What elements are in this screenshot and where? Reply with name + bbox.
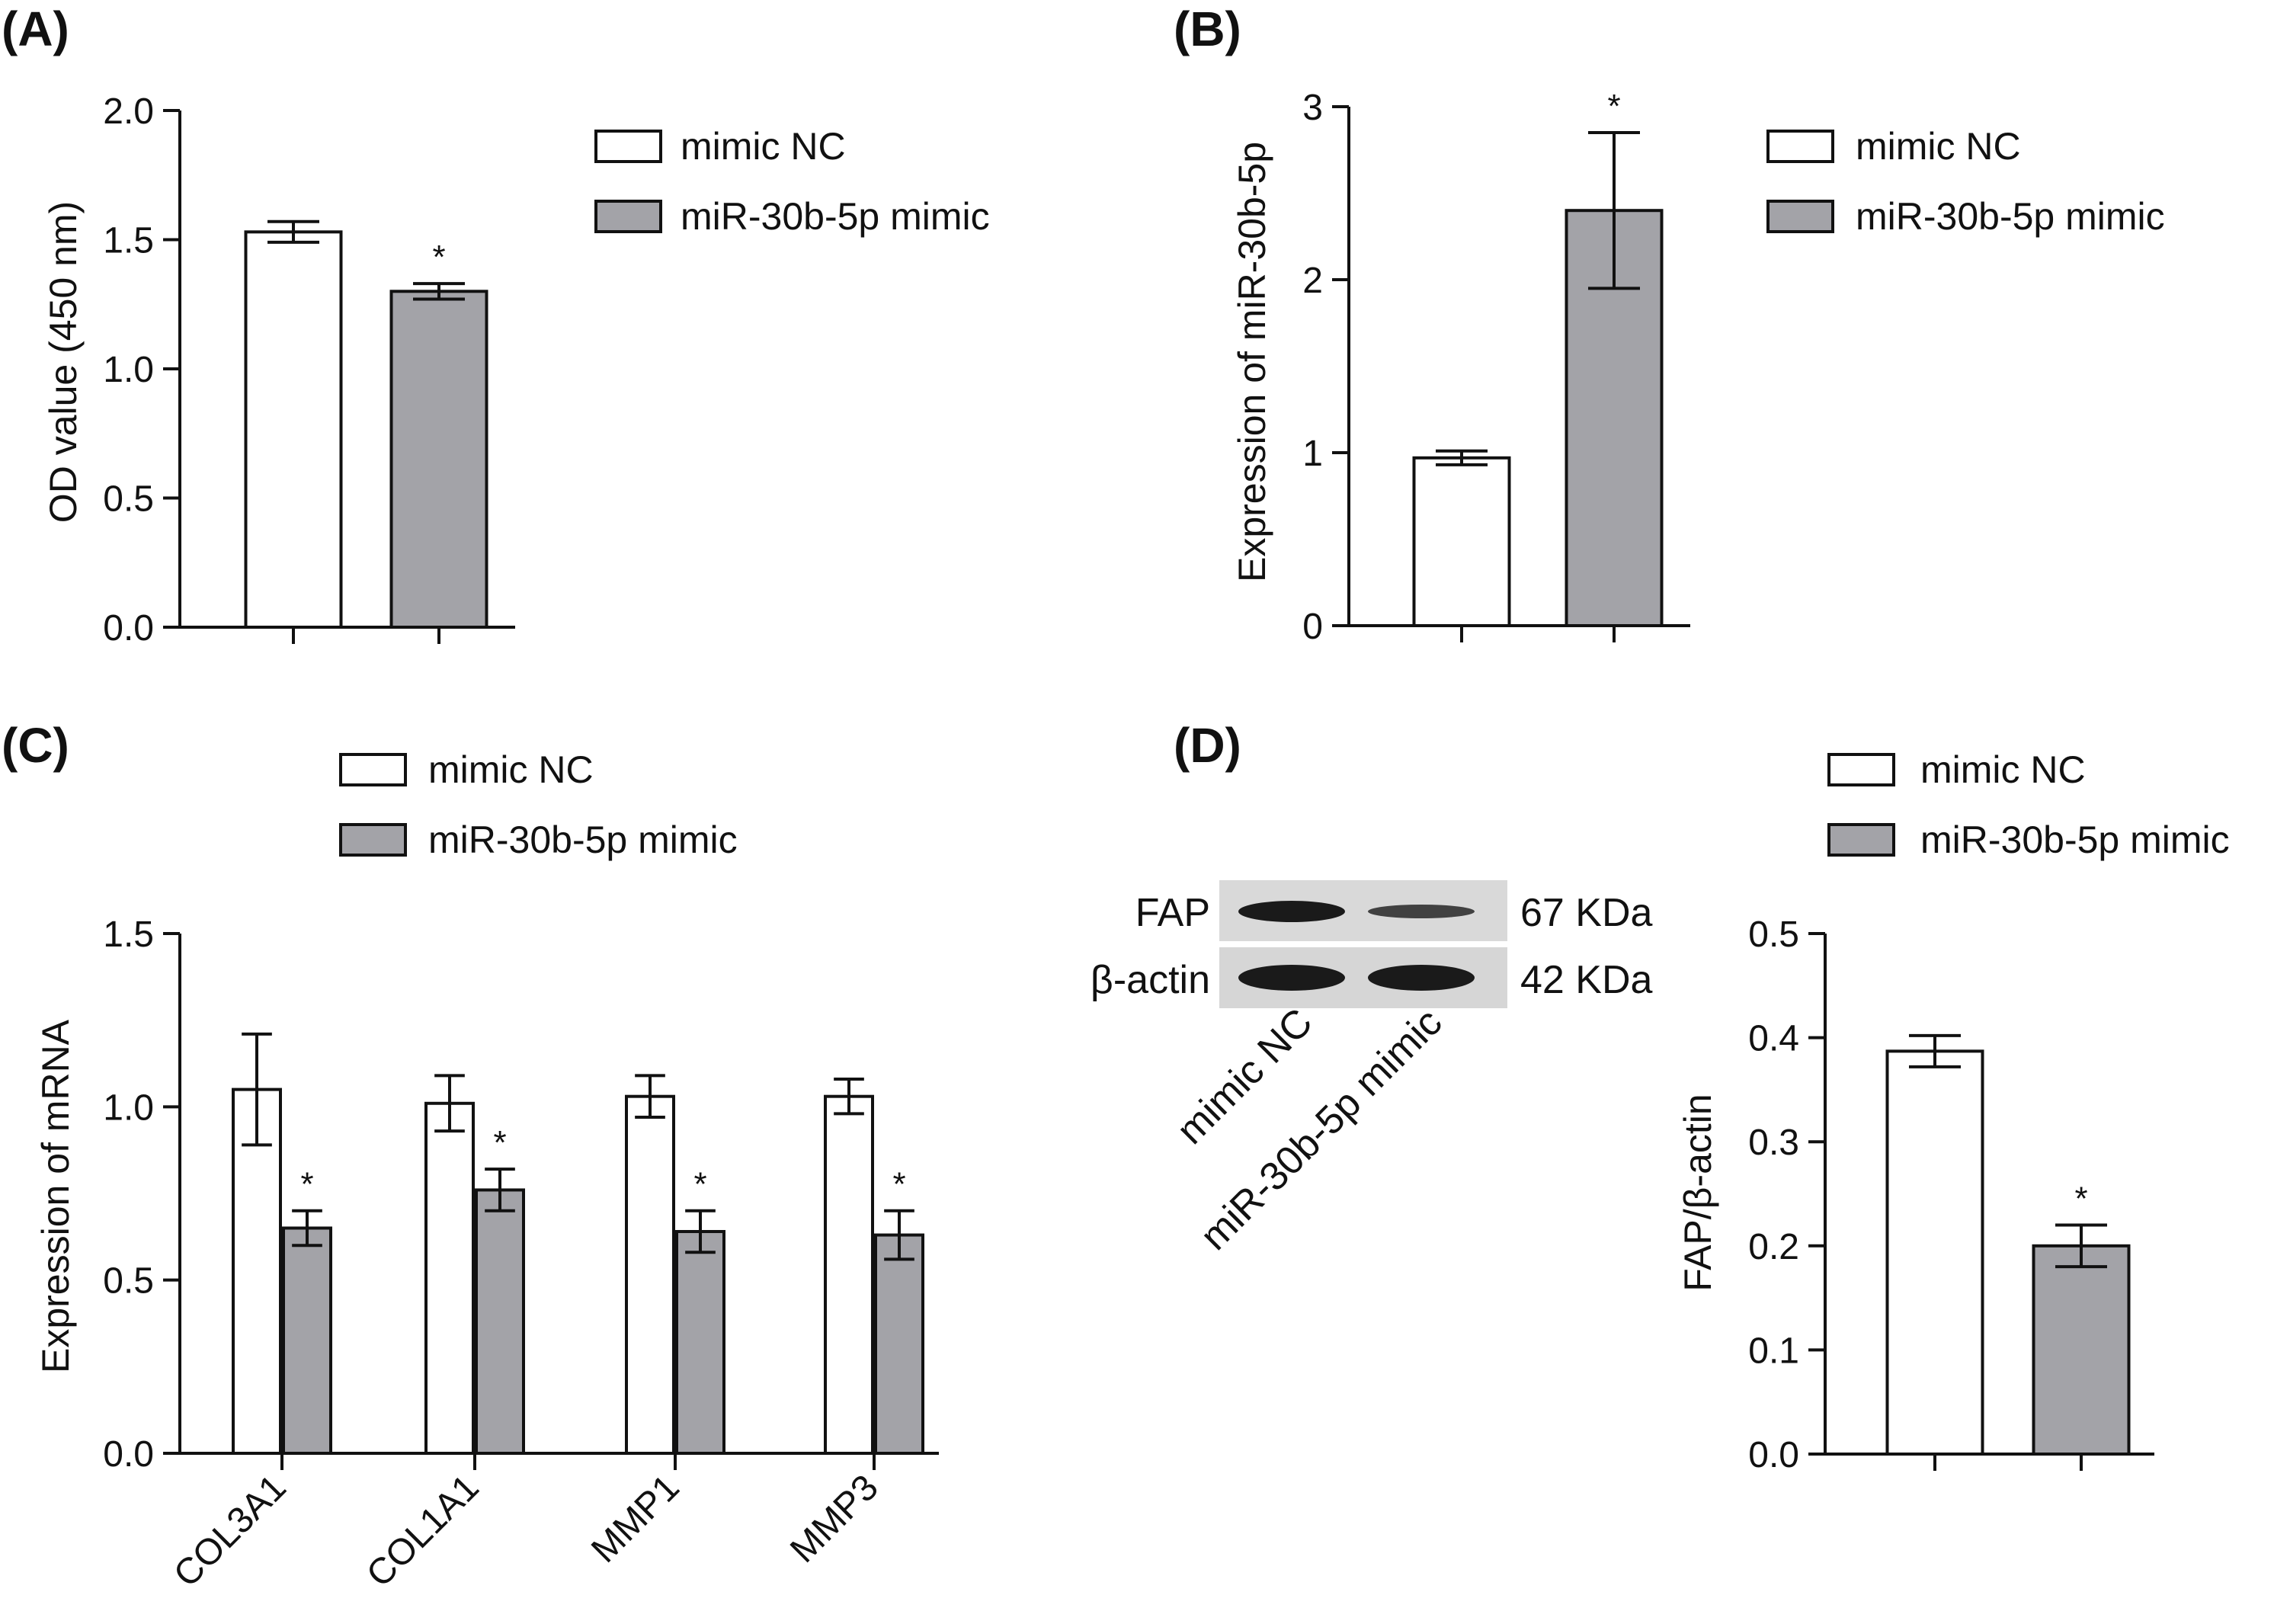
blot-size-actin: 42 KDa xyxy=(1520,958,1653,1002)
panel-c-plot: 0.0 0.5 1.0 1.5 * COL3A1 * COL1A1 * MMP1 * MMP3 xyxy=(103,915,939,1595)
band-fap-mimic-nc xyxy=(1238,901,1345,922)
panel-b-legend: mimic NC miR-30b-5p mimic xyxy=(1766,125,2165,238)
bar-col3a1-mir-30b-5p-mimic xyxy=(282,1226,332,1455)
blot-protein-fap: FAP xyxy=(1135,891,1210,935)
blot-size-fap: 67 KDa xyxy=(1520,891,1653,935)
legend-swatch-mir-mimic xyxy=(1827,823,1895,857)
bar-col1a1-mir-30b-5p-mimic xyxy=(475,1188,525,1456)
y-tick-label: 0.5 xyxy=(103,1261,154,1302)
legend-label-mir-mimic: miR-30b-5p mimic xyxy=(1856,195,2165,238)
bar-mimic-nc xyxy=(1885,1049,1984,1456)
panel-b-label: (B) xyxy=(1174,2,1241,56)
y-tick-label: 2 xyxy=(1302,261,1323,301)
y-tick-label: 0.0 xyxy=(103,608,154,649)
significance-star: * xyxy=(432,239,445,276)
bar-mimic-nc xyxy=(244,230,343,629)
blot-lane-label-mir-mimic: miR-30b-5p mimic xyxy=(1192,1000,1450,1258)
western-blot: FAP β-actin 67 KDa 42 KDa mimic NC miR-3… xyxy=(1091,880,1653,1259)
bar-mimic-nc xyxy=(1412,456,1511,627)
legend-swatch-mir-mimic xyxy=(1766,200,1834,233)
legend-label-mimic-nc: mimic NC xyxy=(1920,748,2086,791)
legend-swatch-mir-mimic xyxy=(594,200,662,233)
significance-star: * xyxy=(2074,1180,2087,1217)
panel-d-label: (D) xyxy=(1174,718,1241,773)
y-tick-label: 1.0 xyxy=(103,350,154,390)
legend-label-mimic-nc: mimic NC xyxy=(681,125,846,168)
panel-a: (A) OD value (450 nm) 0.0 0.5 1.0 1.5 2.0 * m… xyxy=(2,2,990,649)
panel-d-legend: mimic NC miR-30b-5p mimic xyxy=(1827,748,2230,861)
panel-b-ylabel: Expression of miR-30b-5p xyxy=(1231,142,1273,582)
panel-a-legend: mimic NC miR-30b-5p mimic xyxy=(594,125,990,238)
panel-c-ylabel: Expression of mRNA xyxy=(34,1019,77,1373)
x-tick-label-col1a1: COL1A1 xyxy=(359,1467,487,1595)
x-tick-label-col3a1: COL3A1 xyxy=(166,1467,294,1595)
band-fap-mir-30b-5p-mimic xyxy=(1368,904,1475,919)
legend-label-mir-mimic: miR-30b-5p mimic xyxy=(428,818,738,861)
y-tick-label: 3 xyxy=(1302,88,1323,128)
x-tick-label-mmp3: MMP3 xyxy=(783,1467,886,1571)
y-tick-label: 0.1 xyxy=(1748,1331,1799,1371)
y-tick-label: 0.5 xyxy=(103,479,154,520)
bar-col1a1-mimic-nc xyxy=(424,1101,475,1455)
panel-d-plot: 0.0 0.1 0.2 0.3 0.4 0.5 * xyxy=(1748,915,2154,1475)
band-actin-mir-30b-5p-mimic xyxy=(1368,965,1475,991)
legend-label-mimic-nc: mimic NC xyxy=(428,748,594,791)
legend-swatch-mimic-nc xyxy=(1827,753,1895,786)
bar-mmp1-mimic-nc xyxy=(625,1094,675,1456)
legend-label-mir-mimic: miR-30b-5p mimic xyxy=(1920,818,2230,861)
band-actin-mimic-nc xyxy=(1238,965,1345,991)
blot-bands xyxy=(1238,901,1475,991)
y-tick-label: 0.0 xyxy=(1748,1435,1799,1475)
panel-c: (C) Expression of mRNA 0.0 0.5 1.0 1.5 * COL3… xyxy=(2,718,939,1595)
significance-star: * xyxy=(300,1166,313,1203)
x-tick-label-mmp1: MMP1 xyxy=(584,1467,687,1571)
significance-star: * xyxy=(892,1166,905,1203)
significance-star: * xyxy=(493,1124,506,1161)
legend-swatch-mimic-nc xyxy=(594,130,662,163)
y-tick-label: 1.5 xyxy=(103,915,154,955)
y-tick-label: 0 xyxy=(1302,607,1323,647)
panel-c-label: (C) xyxy=(2,718,69,773)
bar-col3a1-mimic-nc xyxy=(232,1087,282,1455)
y-tick-label: 1 xyxy=(1302,434,1323,474)
bar-mmp1-mir-30b-5p-mimic xyxy=(675,1230,725,1455)
y-tick-label: 2.0 xyxy=(103,91,154,132)
significance-star: * xyxy=(1607,88,1620,125)
panel-d: (D) FAP β-actin 67 KDa 42 KDa mimic NC m… xyxy=(1091,718,2230,1475)
legend-swatch-mimic-nc xyxy=(339,753,407,786)
legend-label-mir-mimic: miR-30b-5p mimic xyxy=(681,195,990,238)
legend-label-mimic-nc: mimic NC xyxy=(1856,125,2021,168)
y-tick-label: 0.5 xyxy=(1748,915,1799,955)
legend-swatch-mimic-nc xyxy=(1766,130,1834,163)
panel-d-ylabel: FAP/β-actin xyxy=(1677,1094,1719,1291)
bar-mmp3-mir-30b-5p-mimic xyxy=(874,1233,924,1456)
panel-a-label: (A) xyxy=(2,2,69,56)
y-tick-label: 0.2 xyxy=(1748,1227,1799,1267)
legend-swatch-mir-mimic xyxy=(339,823,407,857)
bar-mir-30b-5p-mimic xyxy=(389,290,488,629)
panel-a-ylabel: OD value (450 nm) xyxy=(42,201,85,523)
bar-mir-30b-5p-mimic xyxy=(2032,1244,2131,1456)
y-tick-label: 1.5 xyxy=(103,221,154,261)
panel-c-legend: mimic NC miR-30b-5p mimic xyxy=(339,748,738,861)
y-tick-label: 0.4 xyxy=(1748,1019,1799,1059)
panel-b-plot: 0 1 2 3 * xyxy=(1302,88,1690,647)
significance-star: * xyxy=(693,1166,706,1203)
blot-protein-actin: β-actin xyxy=(1091,958,1210,1002)
bar-mmp3-mimic-nc xyxy=(824,1094,874,1456)
panel-a-plot: 0.0 0.5 1.0 1.5 2.0 * xyxy=(103,91,515,649)
y-tick-label: 0.3 xyxy=(1748,1123,1799,1163)
y-tick-label: 0.0 xyxy=(103,1434,154,1475)
panel-b: (B) Expression of miR-30b-5p 0 1 2 3 * mimic… xyxy=(1174,2,2165,647)
y-tick-label: 1.0 xyxy=(103,1087,154,1128)
